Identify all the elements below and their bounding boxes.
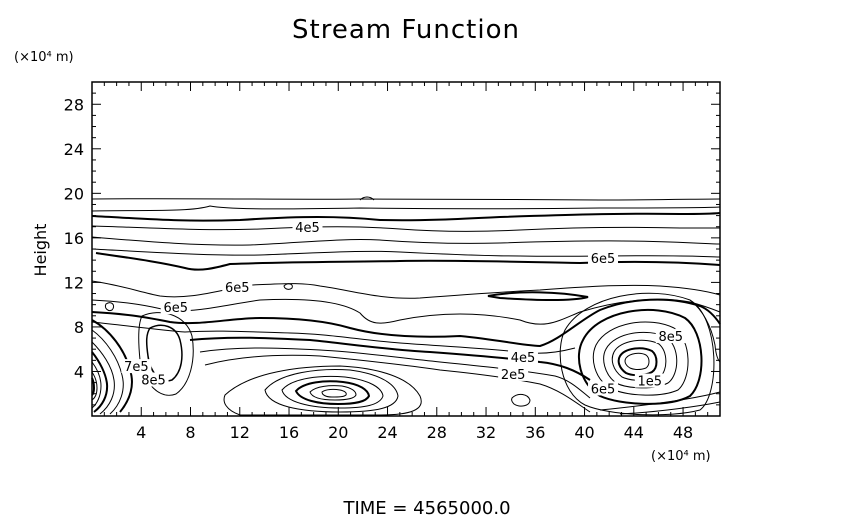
contour-line: [91, 329, 124, 415]
y-tick-label: 16: [64, 229, 84, 248]
contour-line: [264, 369, 399, 413]
contour-line: [91, 298, 721, 348]
contour-line: [599, 391, 721, 411]
contour-line: [91, 198, 721, 201]
contour-lines: [91, 196, 721, 416]
x-tick-label: 12: [230, 423, 250, 442]
contour-line: [189, 336, 591, 381]
contour-line: [603, 331, 678, 389]
contour-line: [91, 321, 576, 354]
y-tick-label: 8: [74, 318, 84, 337]
contour-line: [309, 385, 357, 401]
contour-line: [294, 380, 371, 406]
x-tick-label: 8: [185, 423, 195, 442]
contour-line: [91, 212, 721, 222]
contour-line: [91, 361, 102, 409]
contour-line: [223, 365, 422, 416]
contour-line: [559, 292, 715, 416]
contour-line: [91, 225, 720, 232]
contour-line: [204, 354, 591, 413]
contour-line: [619, 401, 721, 415]
contour-line: [105, 302, 115, 311]
contour-line: [91, 248, 721, 258]
contour-line: [138, 312, 194, 396]
contour-label-bg: [588, 251, 619, 266]
x-tick-label: 32: [476, 423, 496, 442]
contour-line: [592, 321, 689, 396]
contour-line: [511, 393, 531, 407]
contour-line: [487, 291, 589, 302]
contour-label-bg: [121, 359, 152, 374]
contour-label-bg: [655, 329, 686, 344]
contour-label: 6e5: [591, 252, 616, 267]
y-tick-label: 4: [74, 362, 84, 381]
contour-label-bg: [138, 372, 169, 387]
y-axis-label: Height: [31, 224, 50, 277]
contour-label: 7e5: [124, 360, 149, 375]
contour-label: 4e5: [295, 221, 320, 236]
x-tick-label: 36: [525, 423, 545, 442]
x-tick-label: 4: [136, 423, 146, 442]
contour-label: 8e5: [658, 330, 683, 345]
contour-label: 6e5: [225, 281, 250, 296]
x-tick-label: 40: [574, 423, 594, 442]
x-tick-label: 24: [377, 423, 397, 442]
y-tick-label: 12: [64, 273, 84, 292]
contour-line: [91, 351, 109, 413]
x-unit-label: (×10⁴ m): [651, 449, 711, 464]
x-tick-label: 28: [427, 423, 447, 442]
contour-line: [624, 352, 650, 370]
contour-label: 8e5: [141, 373, 166, 388]
contour-label-bg: [634, 373, 665, 388]
x-tick-label: 20: [328, 423, 348, 442]
contour-label-bg: [507, 350, 538, 365]
contour-line: [617, 347, 658, 377]
y-tick-label: 20: [64, 184, 84, 203]
contour-label: 6e5: [163, 301, 188, 316]
contour-label: 2e5: [501, 368, 526, 383]
contour-label-bg: [498, 366, 529, 381]
contour-line: [91, 205, 721, 212]
contour-line: [91, 341, 115, 415]
y-ticks: 4 8 12 16 20 24 28: [64, 92, 720, 406]
y-tick-label: 24: [64, 140, 84, 159]
y-unit-label: (×10⁴ m): [14, 50, 74, 65]
contour-label-bg: [222, 280, 253, 295]
contour-line: [199, 347, 591, 399]
contour-line: [91, 236, 721, 246]
y-tick-label: 28: [64, 95, 84, 114]
contour-line: [91, 371, 98, 401]
x-ticks: 4 8 12 16 20 24 28 32 36 40 44 48: [103, 82, 709, 442]
x-tick-label: 48: [673, 423, 693, 442]
contour-label-bg: [588, 381, 619, 396]
contour-line: [281, 375, 384, 409]
x-tick-label: 16: [279, 423, 299, 442]
contour-line: [321, 388, 347, 398]
contour-label-bg: [160, 300, 191, 315]
contour-label-bg: [292, 219, 323, 234]
x-tick-label: 44: [624, 423, 644, 442]
contour-line: [91, 280, 721, 299]
contour-line: [359, 196, 375, 201]
time-footer: TIME = 4565000.0: [342, 498, 510, 519]
contour-line: [283, 283, 293, 290]
contour-line: [689, 299, 721, 363]
contour-label: 1e5: [638, 375, 663, 390]
contour-label: 4e5: [511, 351, 536, 366]
contour-label: 6e5: [591, 382, 616, 397]
contour-line: [145, 324, 183, 382]
chart-title: Stream Function: [292, 15, 520, 45]
